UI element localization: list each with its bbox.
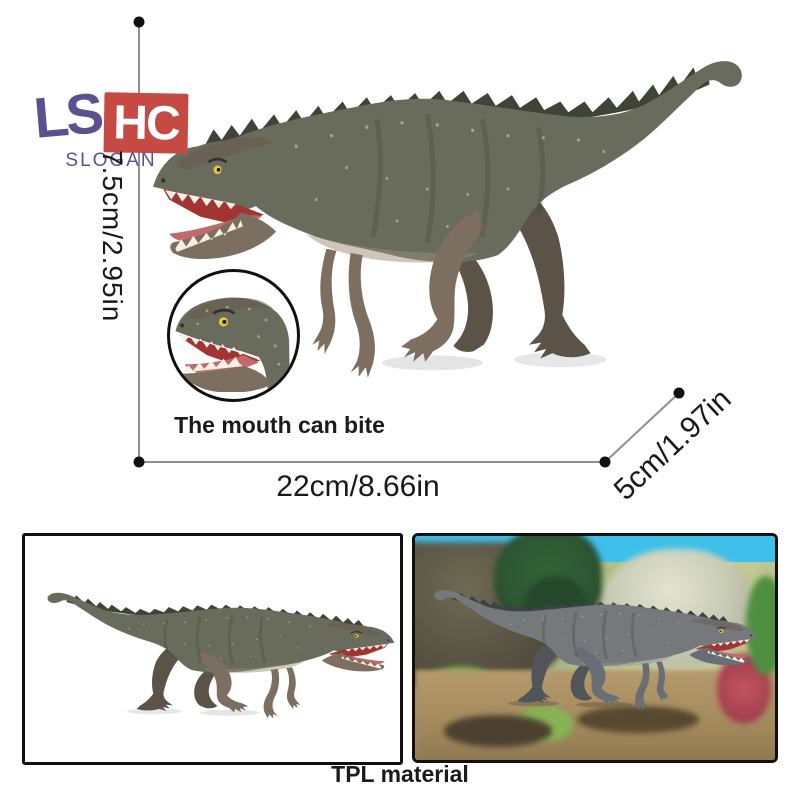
scene-photo-dinosaur (433, 588, 758, 712)
endpoint-dot-icon (133, 456, 145, 468)
mouth-closeup-inset (167, 269, 300, 402)
studio-photo-dinosaur (46, 591, 396, 721)
dark-soil (577, 706, 700, 734)
scene-photo-frame (412, 533, 778, 763)
material-caption: TPL material (331, 761, 469, 787)
mouth-callout-label: The mouth can bite (174, 412, 385, 438)
studio-photo-frame (22, 533, 403, 765)
brand-logo-hc: HC (103, 92, 189, 154)
endpoint-dot-icon (133, 16, 145, 28)
brand-logo-ls: LS (31, 81, 104, 151)
dark-soil (443, 715, 552, 747)
main-product-photo (145, 29, 770, 477)
brand-slogan: SLOGAN (65, 150, 157, 171)
length-dimension-label: 22cm/8.66in (276, 470, 440, 503)
mouth-closeup-art (174, 296, 292, 395)
height-dimension-label: 7.5cm/2.95in (97, 150, 128, 323)
green-plant (746, 576, 775, 675)
